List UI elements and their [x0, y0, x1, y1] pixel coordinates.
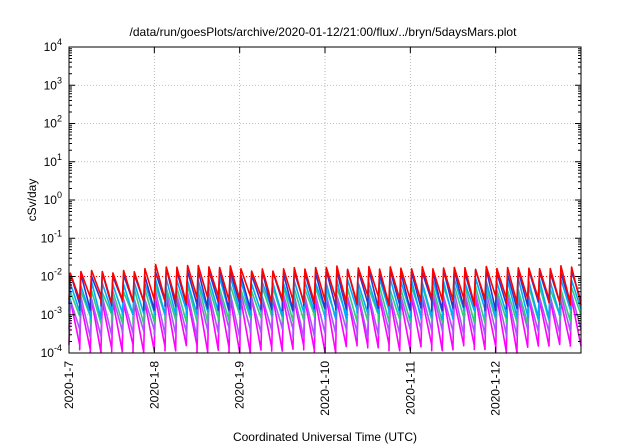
y-tick-label: 10-3	[41, 305, 62, 322]
series-line	[68, 275, 582, 320]
y-tick-exponent: 0	[57, 190, 62, 200]
y-tick-exponent: 2	[57, 114, 62, 124]
y-tick-label: 104	[44, 37, 62, 54]
series-line	[68, 263, 582, 306]
x-tick-label: 2020-1-10	[318, 361, 332, 416]
y-tick-label: 103	[44, 75, 62, 92]
series-line	[68, 290, 582, 339]
y-tick-label: 10-4	[41, 343, 62, 360]
y-tick-label: 10-1	[41, 228, 62, 245]
chart-title: /data/run/goesPlots/archive/2020-01-12/2…	[130, 25, 518, 39]
y-tick-exponent: 4	[57, 37, 62, 47]
y-tick-exponent: -4	[54, 343, 62, 353]
y-tick-base: 10	[44, 117, 58, 131]
y-tick-base: 10	[41, 346, 55, 360]
y-tick-exponent: 3	[57, 75, 62, 85]
y-tick-base: 10	[41, 308, 55, 322]
y-tick-label: 101	[44, 152, 62, 169]
y-tick-exponent: -1	[54, 228, 62, 238]
y-tick-base: 10	[41, 231, 55, 245]
y-tick-exponent: 1	[57, 152, 62, 162]
y-tick-exponent: -3	[54, 305, 62, 315]
y-tick-label: 100	[44, 190, 62, 207]
series-layer	[68, 263, 582, 354]
x-tick-label: 2020-1-12	[489, 361, 503, 416]
x-axis: 2020-1-7 2020-1-8 2020-1-9 2020-1-10 2020-1-…	[62, 47, 503, 416]
series-line	[68, 267, 582, 312]
y-tick-base: 10	[44, 193, 58, 207]
x-tick-label: 2020-1-8	[147, 361, 161, 409]
y-tick-exponent: -2	[54, 267, 62, 277]
y-tick-base: 10	[44, 155, 58, 169]
y-axis-label: cSv/day	[25, 179, 39, 222]
x-tick-label: 2020-1-9	[233, 361, 247, 409]
x-axis-label: Coordinated Universal Time (UTC)	[233, 430, 417, 444]
y-tick-base: 10	[41, 270, 55, 284]
y-tick-label: 10-2	[41, 267, 62, 284]
y-tick-base: 10	[44, 78, 58, 92]
x-tick-label: 2020-1-11	[403, 361, 417, 415]
y-tick-label: 102	[44, 114, 62, 131]
x-tick-label: 2020-1-7	[62, 361, 76, 409]
y-tick-base: 10	[44, 40, 58, 54]
